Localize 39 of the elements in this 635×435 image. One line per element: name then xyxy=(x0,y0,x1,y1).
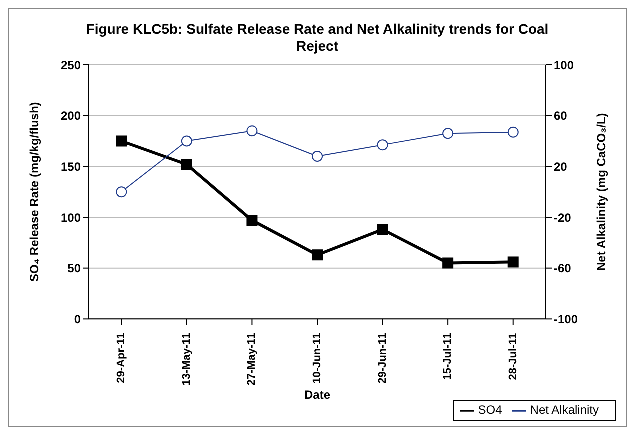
y-tick-label: 0 xyxy=(74,312,82,326)
y-tick-label: 200 xyxy=(60,109,82,124)
y-tick-label: 100 xyxy=(60,210,82,225)
x-axis-title: Date xyxy=(304,388,331,402)
y2-tick-label: 60 xyxy=(554,109,568,124)
x-tick-label: 13-May-11 xyxy=(180,333,193,386)
point xyxy=(508,256,519,268)
point xyxy=(181,159,192,170)
point xyxy=(312,250,323,261)
point xyxy=(246,215,258,226)
y2-tick-label: -20 xyxy=(554,210,572,225)
y2-tick-label: 100 xyxy=(554,58,574,72)
chart-title: Figure KLC5b: Sulfate Release Rate and Net Alkalinity trends for Coal Reject xyxy=(85,21,550,55)
point xyxy=(377,224,388,236)
y-tick-label: 250 xyxy=(60,58,82,72)
x-tick-label: 10-Jun-11 xyxy=(312,333,324,384)
point xyxy=(508,126,519,138)
y2-tick-label: 20 xyxy=(554,160,568,174)
point xyxy=(377,140,388,151)
point xyxy=(181,136,192,147)
y2-tick-label: -60 xyxy=(554,262,572,276)
point xyxy=(442,258,454,269)
x-tick-label: 29-Jun-11 xyxy=(376,333,389,384)
point xyxy=(116,136,128,147)
y2-axis-title: Net Alkalinity (mg CaCO₃/L) xyxy=(594,113,608,271)
point xyxy=(116,186,128,198)
y-axis-title: SO₄ Release Rate (mg/kg/flush) xyxy=(27,102,42,282)
y2-tick-label: -100 xyxy=(554,312,578,326)
x-tick-label: 29-Apr-11 xyxy=(116,333,128,384)
point xyxy=(246,126,258,137)
y-tick-label: 150 xyxy=(60,160,82,174)
x-tick-label: 27-May-11 xyxy=(246,333,258,386)
point xyxy=(442,128,454,140)
x-tick-label: 28-Jul-11 xyxy=(507,333,520,380)
y-tick-label: 50 xyxy=(68,262,82,276)
legend-label: Net Alkalinity xyxy=(530,403,599,418)
point xyxy=(312,151,323,162)
legend-label: SO4 xyxy=(478,403,502,418)
x-tick-label: 15-Jul-11 xyxy=(442,333,454,380)
